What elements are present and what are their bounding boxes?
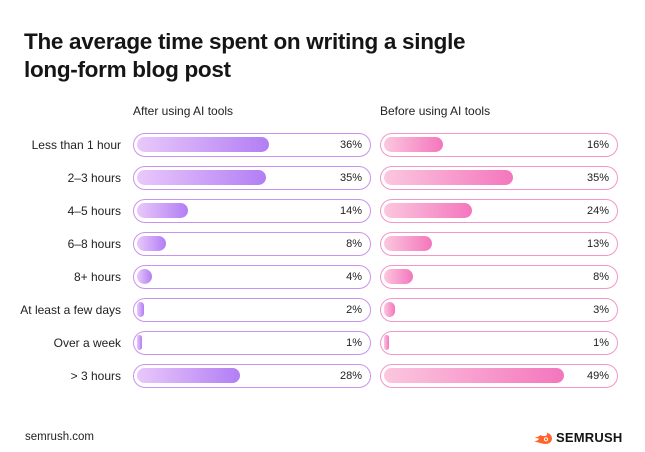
- semrush-flame-icon: [534, 432, 552, 444]
- after-series-header: After using AI tools: [133, 104, 234, 118]
- before-bar: [384, 269, 414, 284]
- before-value-label: 49%: [586, 370, 609, 382]
- category-label: 6–8 hours: [67, 237, 121, 251]
- category-label: > 3 hours: [70, 369, 121, 383]
- after-bar: [137, 269, 152, 284]
- before-bar-track: 3%: [380, 298, 618, 322]
- chart-title-line-1: The average time spent on writing a sing…: [24, 29, 466, 54]
- before-bar-track: 24%: [380, 199, 618, 223]
- category-label: Over a week: [53, 336, 121, 350]
- before-bar: [384, 203, 473, 218]
- category-label: At least a few days: [20, 303, 121, 317]
- after-value-label: 35%: [339, 172, 362, 184]
- before-value-label: 24%: [586, 205, 609, 217]
- before-bar-track: 1%: [380, 331, 618, 355]
- after-bar: [137, 335, 142, 350]
- category-label: Less than 1 hour: [31, 138, 121, 152]
- brand-name: SEMRUSH: [556, 430, 623, 445]
- after-bar-track: 2%: [133, 298, 371, 322]
- before-bar-track: 13%: [380, 232, 618, 256]
- after-bar-track: 28%: [133, 364, 371, 388]
- before-bar: [384, 335, 389, 350]
- after-bar-track: 36%: [133, 133, 371, 157]
- after-bar-track: 35%: [133, 166, 371, 190]
- before-series-header: Before using AI tools: [380, 104, 491, 118]
- after-bar: [137, 368, 240, 383]
- after-bar-track: 8%: [133, 232, 371, 256]
- before-bar: [384, 137, 443, 152]
- after-bar: [137, 170, 266, 185]
- before-bar-track: 49%: [380, 364, 618, 388]
- after-value-label: 28%: [339, 370, 362, 382]
- before-bar-track: 35%: [380, 166, 618, 190]
- before-value-label: 3%: [593, 304, 609, 316]
- after-value-label: 2%: [346, 304, 362, 316]
- before-value-label: 16%: [586, 139, 609, 151]
- before-bar: [384, 236, 432, 251]
- chart-title-line-2: long-form blog post: [24, 57, 231, 82]
- before-bar-track: 8%: [380, 265, 618, 289]
- after-bar-track: 4%: [133, 265, 371, 289]
- after-value-label: 14%: [339, 205, 362, 217]
- after-value-label: 36%: [339, 139, 362, 151]
- before-value-label: 1%: [593, 337, 609, 349]
- after-value-label: 4%: [346, 271, 362, 283]
- before-bar: [384, 302, 396, 317]
- before-bar: [384, 368, 564, 383]
- category-label: 4–5 hours: [67, 204, 121, 218]
- category-label: 2–3 hours: [67, 171, 121, 185]
- after-value-label: 1%: [346, 337, 362, 349]
- semrush-logo: SEMRUSH: [533, 430, 622, 445]
- before-value-label: 13%: [586, 238, 609, 250]
- before-value-label: 8%: [593, 271, 609, 283]
- before-value-label: 35%: [586, 172, 609, 184]
- category-label: 8+ hours: [73, 270, 121, 284]
- after-bar-track: 1%: [133, 331, 371, 355]
- chart-title: The average time spent on writing a sing…: [24, 28, 584, 84]
- after-value-label: 8%: [346, 238, 362, 250]
- before-bar-track: 16%: [380, 133, 618, 157]
- after-bar: [137, 137, 270, 152]
- before-bar: [384, 170, 513, 185]
- after-bar: [137, 203, 189, 218]
- after-bar-track: 14%: [133, 199, 371, 223]
- after-bar: [137, 302, 145, 317]
- after-bar: [137, 236, 167, 251]
- source-text: semrush.com: [25, 431, 95, 443]
